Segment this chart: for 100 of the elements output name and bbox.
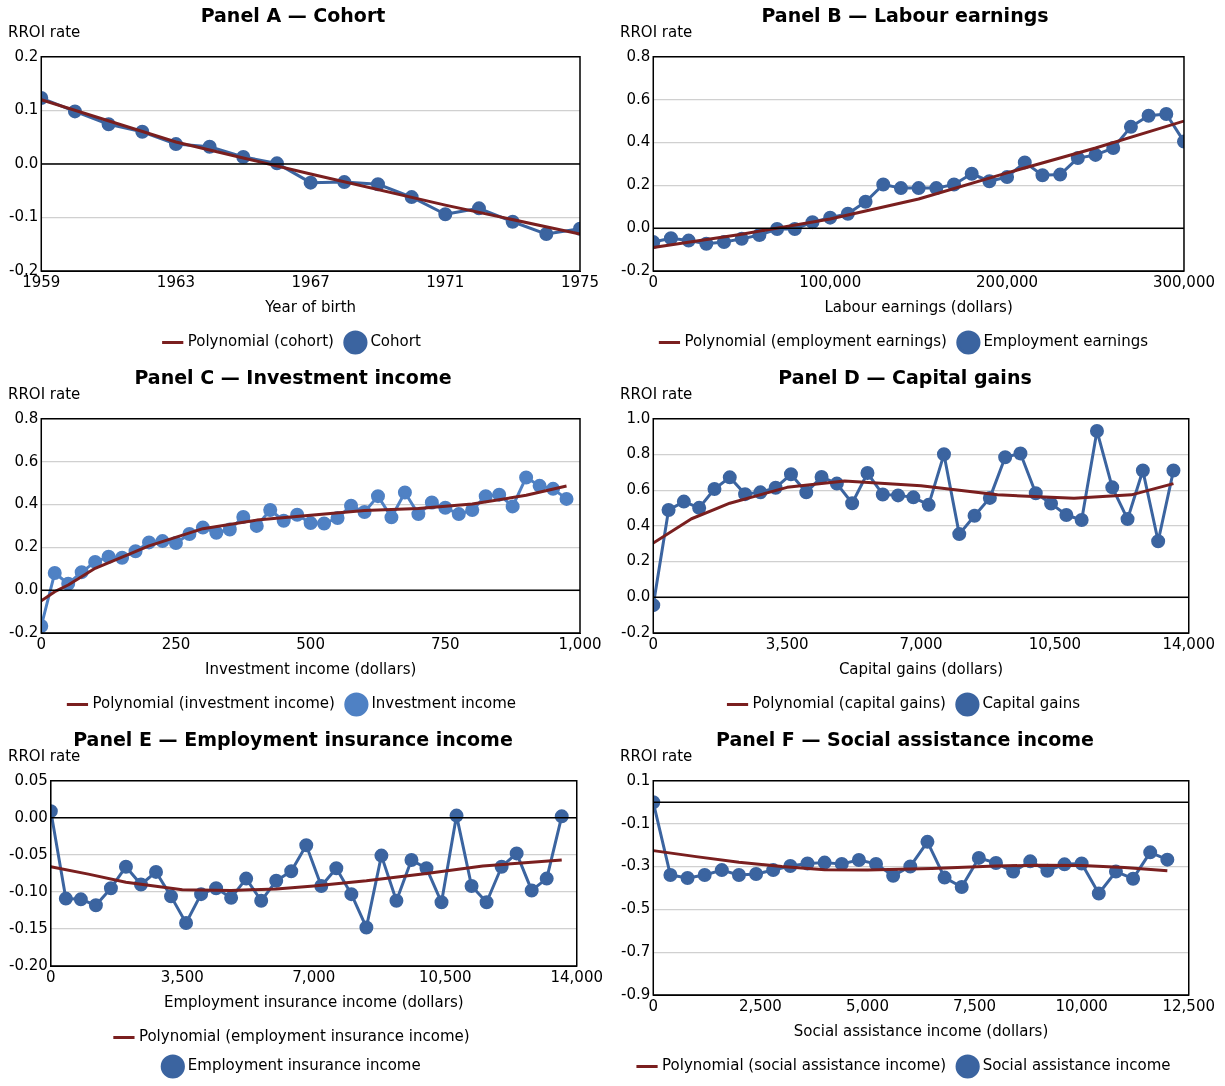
x-tick-label: 1971 (426, 272, 465, 291)
y-tick-label: 0.0 (14, 153, 39, 172)
point (209, 525, 224, 540)
legend-label: Polynomial (social assistance income) (662, 1056, 947, 1075)
point (509, 846, 524, 861)
x-tick-label: 10,000 (1055, 996, 1108, 1015)
y-axis-title: RROI rate (620, 747, 693, 766)
point (384, 510, 399, 525)
point (224, 890, 239, 905)
x-tick-label: 5,000 (845, 996, 889, 1015)
point (891, 488, 906, 503)
point (370, 489, 385, 504)
point (936, 447, 951, 462)
y-axis-title: RROI rate (620, 23, 693, 42)
x-axis-title: Investment income (dollars) (204, 659, 417, 678)
point (1123, 119, 1138, 134)
x-tick-label: 3,500 (160, 967, 204, 986)
y-tick-label: 0.8 (626, 444, 651, 463)
point (875, 487, 890, 502)
point (359, 920, 374, 935)
y-tick-label: 0.6 (626, 480, 651, 499)
legend-label: Employment earnings (983, 332, 1149, 351)
point (998, 450, 1013, 465)
y-tick-label: 0.8 (14, 408, 39, 427)
point (860, 466, 875, 481)
point (1059, 508, 1074, 523)
x-axis-title: Year of birth (264, 297, 357, 316)
point (663, 868, 678, 883)
point (269, 873, 284, 888)
point (911, 181, 926, 196)
point (858, 194, 873, 209)
y-tick-label: 0.2 (14, 46, 39, 65)
point (149, 864, 163, 879)
point (539, 227, 554, 242)
y-tick-label: -0.5 (620, 899, 651, 918)
point (397, 485, 412, 500)
y-tick-label: 0.6 (14, 451, 39, 470)
point (1006, 864, 1021, 879)
y-tick-label: 0.2 (14, 537, 39, 556)
y-tick-label: 0.0 (14, 580, 39, 599)
point (692, 500, 707, 515)
y-tick-label: 0.4 (626, 515, 651, 534)
x-tick-label: 1,000 (558, 634, 602, 653)
point (1166, 463, 1181, 478)
point (1074, 513, 1089, 528)
y-tick-label: 0.1 (626, 770, 651, 789)
x-axis-title: Social assistance income (dollars) (793, 1021, 1049, 1040)
x-tick-label: 14,000 (1162, 634, 1216, 653)
x-tick-label: 10,500 (419, 967, 472, 986)
point (58, 891, 73, 906)
chart-title: Panel B — Labour earnings (761, 4, 1049, 27)
point (1126, 871, 1141, 886)
point (845, 496, 860, 511)
point (1160, 852, 1175, 867)
y-tick-label: 1.0 (626, 408, 651, 427)
x-tick-label: 1967 (291, 272, 330, 291)
point (464, 878, 479, 893)
point (284, 864, 299, 879)
point (1089, 423, 1104, 438)
point (893, 181, 908, 196)
point (303, 175, 318, 190)
point (103, 881, 118, 896)
point (817, 855, 832, 870)
y-tick-label: 0.4 (626, 132, 651, 151)
point (749, 866, 764, 881)
point (539, 871, 554, 886)
x-tick-label: 1975 (560, 272, 600, 291)
point (661, 503, 676, 518)
point (876, 177, 891, 192)
x-axis-title: Capital gains (dollars) (838, 659, 1004, 678)
chart-title: Panel F — Social assistance income (716, 728, 1094, 751)
x-tick-label: 500 (296, 634, 325, 653)
point (465, 503, 480, 518)
point (886, 868, 901, 883)
point (88, 554, 103, 569)
y-tick-label: 0.1 (14, 100, 39, 119)
point (164, 889, 179, 904)
point (1141, 108, 1156, 123)
chart-title: Panel D — Capital gains (778, 366, 1032, 389)
y-tick-label: 0.6 (626, 89, 651, 108)
point (451, 507, 466, 522)
x-tick-label: 0 (648, 996, 659, 1015)
point (851, 853, 866, 868)
legend-label: Polynomial (employment earnings) (684, 332, 947, 351)
y-axis-title: RROI rate (8, 385, 81, 404)
point (434, 895, 449, 910)
point (1013, 446, 1028, 461)
y-tick-label: 0.2 (626, 175, 651, 194)
x-tick-label: 250 (161, 634, 191, 653)
point (118, 859, 133, 874)
legend-label: Employment insurance income (187, 1056, 421, 1075)
x-tick-label: 7,500 (953, 996, 997, 1015)
y-tick-label: -0.1 (8, 207, 39, 226)
point (1135, 463, 1150, 478)
y-tick-label: -0.15 (9, 918, 48, 937)
y-axis-title: RROI rate (8, 23, 81, 42)
point (389, 893, 404, 908)
x-tick-label: 0 (46, 967, 56, 986)
legend-label: Investment income (371, 694, 517, 713)
legend-label: Cohort (370, 332, 421, 351)
